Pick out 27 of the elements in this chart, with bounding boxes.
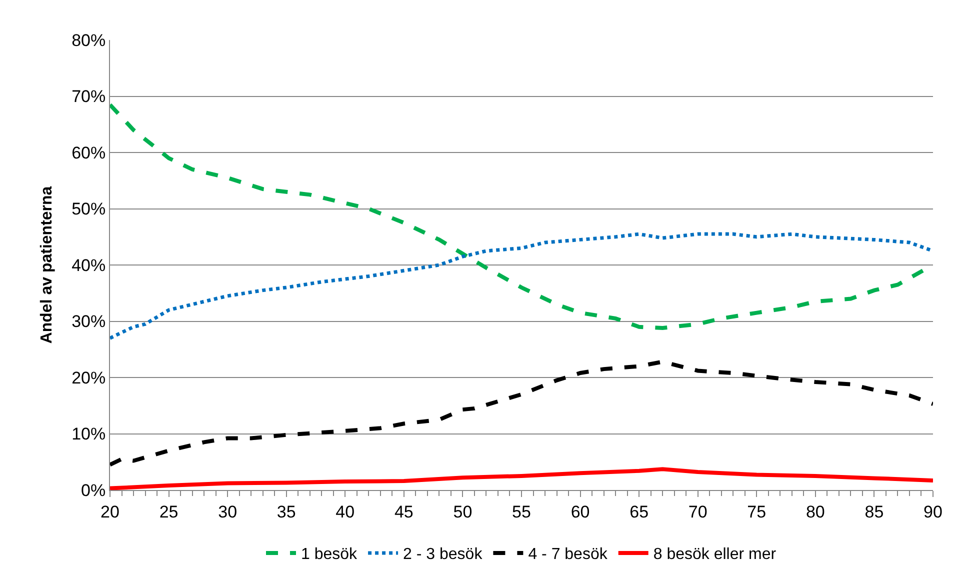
x-tick-label: 25 — [159, 502, 178, 522]
x-tick-label: 75 — [747, 502, 766, 522]
y-tick-label: 50% — [72, 200, 106, 219]
x-tick-label: 60 — [570, 502, 590, 522]
line-series — [110, 232, 933, 340]
y-tick-label: 20% — [72, 368, 106, 388]
x-tick-label: 20 — [100, 502, 120, 522]
y-tick-label: 0% — [81, 480, 106, 500]
y-tick-label: 40% — [72, 256, 106, 275]
y-tick-label: 10% — [72, 424, 106, 444]
x-tick-label: 40 — [336, 502, 355, 522]
y-tick-label: 30% — [72, 312, 106, 332]
x-tick-label: 55 — [512, 502, 531, 522]
line-series — [110, 360, 933, 467]
y-tick-label: 80% — [72, 30, 106, 50]
x-tick-label: 65 — [630, 502, 649, 522]
y-tick-label: 70% — [72, 87, 106, 106]
x-tick-label: 80 — [806, 502, 825, 522]
y-axis-title: Andel av patienterna — [38, 186, 56, 344]
y-tick-label: 60% — [72, 143, 106, 162]
x-tick-label: 70 — [688, 502, 708, 522]
x-tick-label: 85 — [864, 502, 884, 522]
x-tick-label: 50 — [453, 502, 472, 522]
x-tick-label: 30 — [218, 502, 238, 522]
x-tick-label: 35 — [276, 502, 296, 522]
x-tick-label: 45 — [394, 502, 414, 522]
x-tick-label: 90 — [924, 502, 942, 522]
